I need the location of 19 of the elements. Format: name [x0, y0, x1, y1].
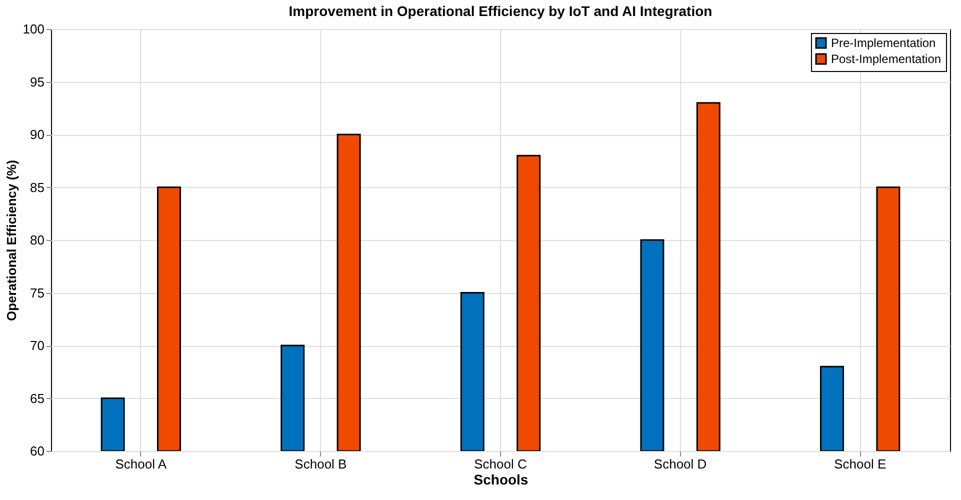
- y-tick-label: 85: [30, 180, 44, 195]
- y-tick-label: 80: [30, 232, 44, 248]
- y-tick-label: 100: [22, 22, 44, 36]
- legend-label: Pre-Implementation: [831, 36, 936, 50]
- y-tick-label: 75: [30, 285, 44, 300]
- x-tick-label: School D: [654, 456, 707, 472]
- y-tick-label: 60: [30, 444, 44, 458]
- legend-label: Post-Implementation: [831, 52, 942, 66]
- x-axis-title: Schools: [474, 472, 528, 488]
- y-tick-label: 90: [30, 127, 44, 142]
- x-tick-label: School A: [115, 456, 167, 472]
- y-axis-title: Operational Efficiency (%): [4, 160, 19, 322]
- x-tick-label: School B: [294, 456, 347, 472]
- chart-title: Improvement in Operational Efficiency by IoT and AI Integration: [288, 3, 712, 19]
- y-tick-label: 65: [30, 390, 44, 406]
- y-tick-label: 95: [30, 74, 44, 90]
- y-tick-label: 70: [30, 338, 44, 353]
- x-tick-label: School C: [474, 456, 527, 472]
- x-tick-label: School E: [834, 456, 886, 472]
